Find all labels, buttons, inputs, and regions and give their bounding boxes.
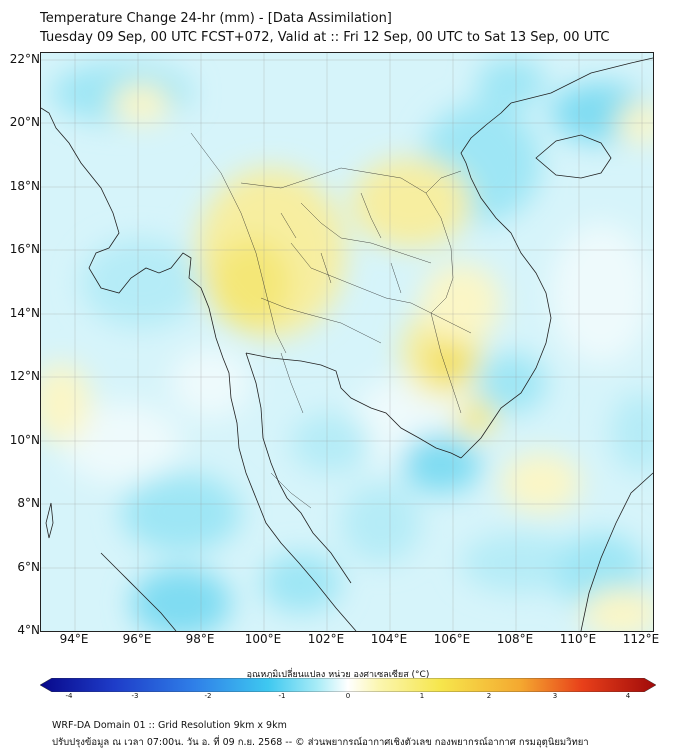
colorbar-tick-3: 3 xyxy=(552,692,558,700)
lon-label-110e: 110°E xyxy=(559,632,597,646)
lat-label-4n: 4°N xyxy=(17,623,40,637)
lat-label-22n: 22°N xyxy=(9,52,40,66)
colorbar-tick-neg3: -3 xyxy=(131,692,139,700)
footer-credit: ปรับปรุงข้อมูล ณ เวลา 07:00น. วัน อ. ที่… xyxy=(52,737,589,748)
lat-label-14n: 14°N xyxy=(9,306,40,320)
colorbar-title: อุณหภูมิเปลี่ยนแปลง หน่วย องศาเซลเซียส (… xyxy=(246,670,430,680)
footer-model-info: WRF-DA Domain 01 :: Grid Resolution 9km … xyxy=(52,720,287,731)
lon-label-104e: 104°E xyxy=(370,632,408,646)
map-canvas xyxy=(41,53,653,631)
lon-label-98e: 98°E xyxy=(185,632,215,646)
colorbar-tick-0: 0 xyxy=(345,692,351,700)
lon-label-112e: 112°E xyxy=(622,632,660,646)
colorbar xyxy=(40,678,656,692)
lat-label-18n: 18°N xyxy=(9,179,40,193)
lon-label-100e: 100°E xyxy=(244,632,282,646)
admin-borders xyxy=(190,132,472,509)
colorbar-tick-neg4: -4 xyxy=(65,692,73,700)
lat-label-16n: 16°N xyxy=(9,242,40,256)
chart-title: Temperature Change 24-hr (mm) - [Data As… xyxy=(40,11,392,26)
graticule xyxy=(41,53,653,631)
lat-label-8n: 8°N xyxy=(17,496,40,510)
colorbar-tick-neg1: -1 xyxy=(278,692,286,700)
temperature-change-map xyxy=(40,52,654,632)
colorbar-gradient xyxy=(40,678,656,692)
lon-label-94e: 94°E xyxy=(59,632,89,646)
colorbar-tick-1: 1 xyxy=(419,692,425,700)
colorbar-tick-2: 2 xyxy=(486,692,492,700)
lat-label-10n: 10°N xyxy=(9,433,40,447)
lon-label-108e: 108°E xyxy=(496,632,534,646)
lat-label-20n: 20°N xyxy=(9,115,40,129)
coastlines xyxy=(41,57,653,631)
lon-label-106e: 106°E xyxy=(433,632,471,646)
colorbar-tick-neg2: -2 xyxy=(204,692,212,700)
lat-label-12n: 12°N xyxy=(9,369,40,383)
chart-subtitle: Tuesday 09 Sep, 00 UTC FCST+072, Valid a… xyxy=(40,30,610,45)
lon-label-102e: 102°E xyxy=(307,632,345,646)
lon-label-96e: 96°E xyxy=(122,632,152,646)
colorbar-tick-4: 4 xyxy=(625,692,631,700)
lat-label-6n: 6°N xyxy=(17,560,40,574)
